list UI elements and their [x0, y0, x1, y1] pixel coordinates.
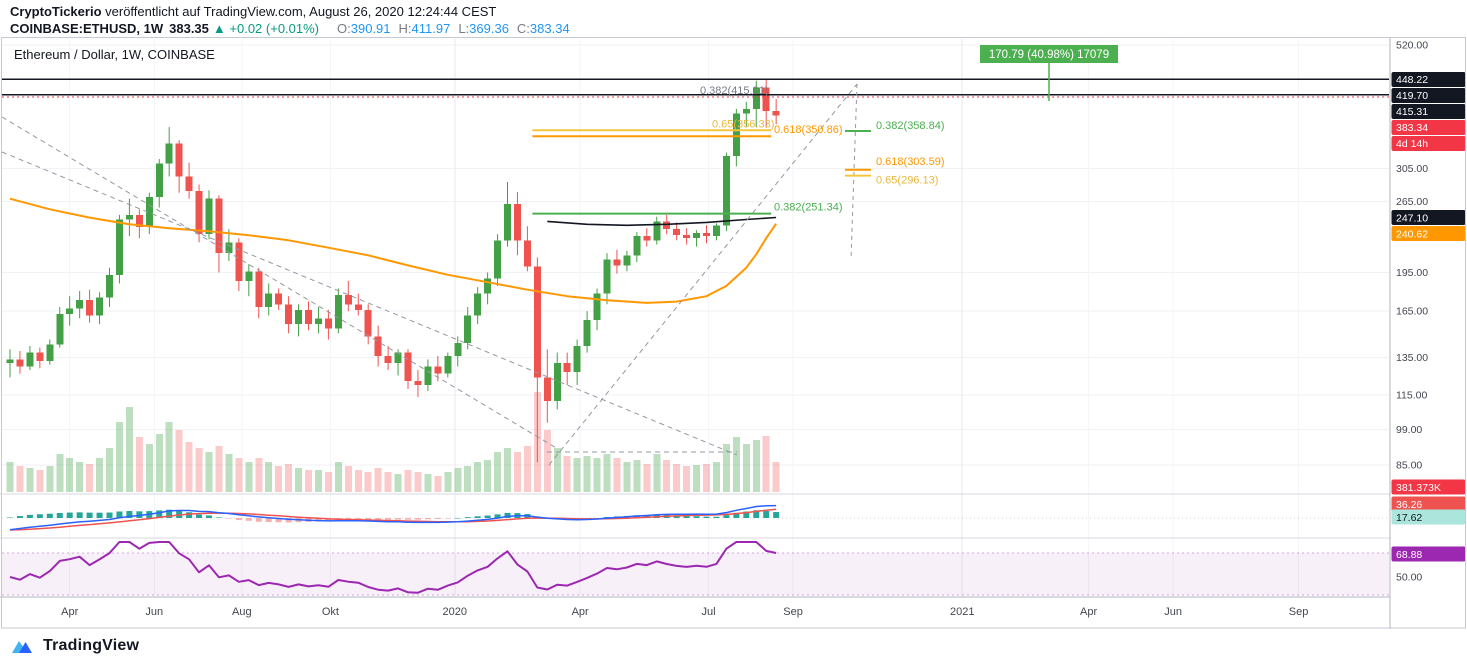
publish-line: CryptoTickerio veröffentlicht auf Tradin… [10, 3, 1457, 20]
svg-text:2020: 2020 [443, 606, 467, 618]
svg-text:Jun: Jun [145, 606, 163, 618]
price-tick: 165.00 [1396, 306, 1428, 318]
fib-label: 0.65(356.33) [712, 118, 774, 130]
svg-text:68.88: 68.88 [1396, 549, 1422, 561]
svg-text:Jul: Jul [701, 606, 715, 618]
ohlc-value: 383.34 [529, 21, 570, 36]
chart-area[interactable]: 0.382(415.31) 0.65(356.33) 0.618(350.86) 0.… [0, 37, 1467, 629]
ohlc-value: 411.97 [411, 21, 451, 36]
svg-text:4d 14h: 4d 14h [1396, 138, 1428, 150]
scale-badge: 247.10 [1391, 210, 1466, 226]
ohlc-label: H: [398, 21, 412, 36]
price-tick: 305.00 [1396, 163, 1428, 175]
trendline-drawing[interactable] [548, 83, 858, 466]
svg-text:Aug: Aug [232, 606, 252, 618]
scale-badge: 36.26 [1391, 496, 1466, 512]
publish-header: CryptoTickerio veröffentlicht auf Tradin… [0, 0, 1467, 37]
chart-canvas[interactable]: 0.382(415.31) 0.65(356.33) 0.618(350.86) 0.… [0, 37, 1467, 629]
svg-text:419.70: 419.70 [1396, 90, 1428, 102]
rsi-line [9, 541, 777, 594]
price-tick: 99.00 [1396, 424, 1422, 436]
scale-badge: 381.373K [1391, 479, 1466, 495]
svg-text:448.22: 448.22 [1396, 74, 1428, 86]
macd-pane [7, 504, 780, 531]
svg-text:240.62: 240.62 [1396, 228, 1428, 240]
price-range-label[interactable]: 170.79 (40.98%) 17079 [980, 45, 1118, 101]
ohlc-value: 390.91 [350, 21, 391, 36]
price-tick: 520.00 [1396, 40, 1428, 52]
tradingview-brand[interactable]: TradingView [43, 636, 140, 654]
macd-signal-line [9, 508, 777, 531]
scale-badge: 419.70 [1391, 87, 1466, 103]
last-price: 383.35 [169, 21, 209, 36]
time-axis[interactable]: Apr Jun Aug Okt 2020 Apr Jul Sep 2021 Apr Jun Sep [61, 606, 1308, 618]
ohlc-label: O: [337, 21, 351, 36]
svg-text:17.62: 17.62 [1396, 512, 1422, 524]
ma-orange-line [9, 197, 777, 304]
ohlc-values: O:390.91 H:411.97 L:369.36 C:383.34 [329, 21, 570, 36]
price-tick: 135.00 [1396, 352, 1428, 364]
rsi-tick: 50.00 [1396, 572, 1422, 584]
price-tick: 265.00 [1396, 196, 1428, 208]
svg-text:415.31: 415.31 [1396, 106, 1428, 118]
chart-border [1, 37, 1466, 629]
publish-info: veröffentlicht auf TradingView.com, Augu… [105, 4, 497, 19]
macd-line [9, 504, 777, 531]
trendline-drawing[interactable] [1, 116, 559, 450]
ohlc-label: C: [516, 21, 530, 36]
price-tick: 85.00 [1396, 460, 1422, 472]
fib-label: 0.618(303.59) [876, 156, 945, 168]
scale-badge: 4d 14h [1391, 135, 1466, 151]
fib-projection-line[interactable] [850, 83, 858, 260]
symbol-line: COINBASE:ETHUSD, 1W 383.35 ▲ +0.02 (+0.01%… [10, 20, 1457, 38]
ma-black-line [547, 216, 777, 227]
scale-badge: 383.34 [1391, 119, 1466, 135]
scale-badge: 17.62 [1391, 509, 1466, 525]
svg-text:36.26: 36.26 [1396, 499, 1422, 511]
fib-label: 0.382(358.84) [876, 120, 945, 132]
ohlc-label: L: [458, 21, 470, 36]
svg-text:Okt: Okt [322, 606, 339, 618]
svg-text:Apr: Apr [572, 606, 589, 618]
scale-badge: 68.88 [1391, 546, 1466, 562]
svg-text:Sep: Sep [1289, 606, 1309, 618]
svg-text:Sep: Sep [783, 606, 803, 618]
trendline-drawing[interactable] [1, 151, 738, 456]
svg-text:Apr: Apr [61, 606, 78, 618]
change-value: +0.02 (+0.01%) [229, 21, 320, 36]
publisher-name: CryptoTickerio [10, 4, 102, 19]
price-change: ▲ +0.02 (+0.01%) [213, 21, 319, 36]
svg-text:Apr: Apr [1080, 606, 1097, 618]
scale-badge: 448.22 [1391, 71, 1466, 87]
price-tick: 195.00 [1396, 267, 1428, 279]
grid [2, 39, 1389, 597]
scale-badge: 240.62 [1391, 226, 1466, 242]
scale-badge: 415.31 [1391, 103, 1466, 119]
volume-series [6, 392, 780, 492]
svg-text:381.373K: 381.373K [1396, 482, 1441, 494]
svg-text:383.34: 383.34 [1396, 122, 1428, 134]
price-tick: 115.00 [1396, 389, 1427, 401]
tradingview-logo-icon[interactable] [10, 637, 36, 655]
fib-label: 0.65(296.13) [876, 175, 938, 187]
svg-text:2021: 2021 [950, 606, 974, 618]
fib-label: 0.382(251.34) [774, 202, 843, 214]
svg-text:247.10: 247.10 [1396, 212, 1428, 224]
ohlc-value: 369.36 [469, 21, 509, 36]
up-arrow-icon: ▲ [212, 21, 226, 36]
svg-text:170.79 (40.98%) 17079: 170.79 (40.98%) 17079 [989, 49, 1109, 61]
footer: TradingView [0, 629, 1467, 662]
rsi-band [2, 553, 1389, 595]
candlestick-series [6, 79, 780, 463]
chart-legend[interactable]: Ethereum / Dollar, 1W, COINBASE [14, 47, 215, 62]
symbol-title: COINBASE:ETHUSD, 1W [10, 21, 164, 36]
fib-label: 0.618(350.86) [774, 124, 843, 136]
price-scale[interactable]: 520.00 305.00 265.00 195.00 165.00 135.00 115.… [1389, 37, 1467, 629]
svg-text:Jun: Jun [1164, 606, 1182, 618]
fib-label: 0.382(415.31) [700, 85, 769, 97]
